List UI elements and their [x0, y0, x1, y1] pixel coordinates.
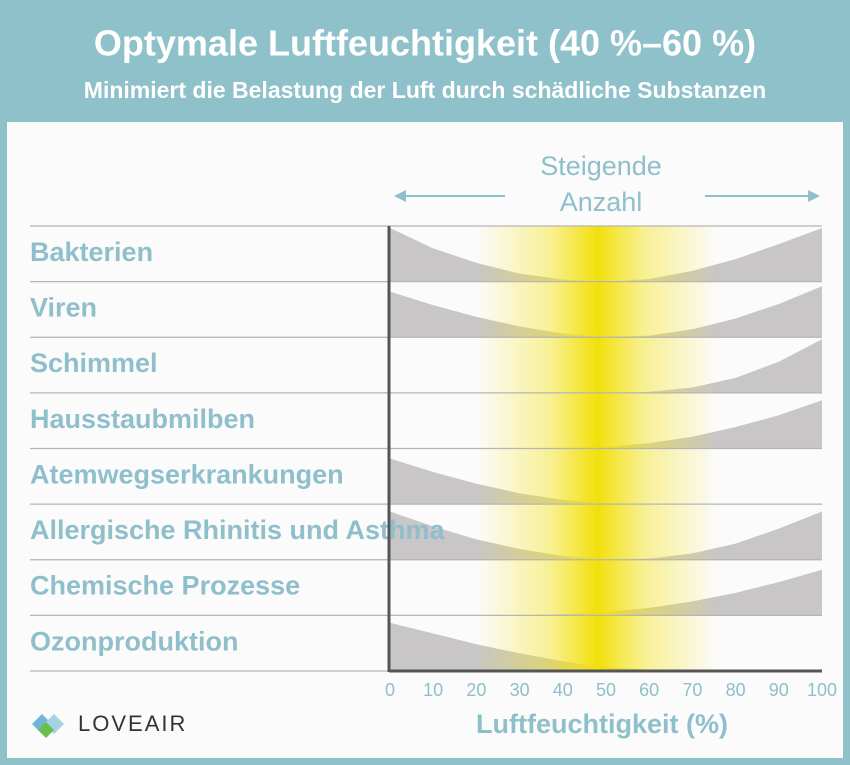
x-tick-label: 80 [726, 680, 746, 700]
annotation: Steigende [540, 151, 662, 181]
x-tick-label: 0 [385, 680, 395, 700]
x-tick-label: 100 [807, 680, 837, 700]
brand: LOVEAIR [78, 711, 187, 736]
annotation: Anzahl [560, 187, 643, 217]
row-label: Allergische Rhinitis und Asthma [30, 515, 446, 545]
x-tick-label: 30 [510, 680, 530, 700]
title: Optymale Luftfeuchtigkeit (40 %–60 %) [94, 23, 756, 64]
arrows [394, 190, 820, 202]
row-label: Chemische Prozesse [30, 571, 300, 601]
subtitle: Minimiert die Belastung der Luft durch s… [84, 77, 766, 103]
x-tick-label: 20 [466, 680, 486, 700]
x-tick-label: 90 [769, 680, 789, 700]
row-label: Bakterien [30, 237, 153, 267]
x-tick-label: 10 [423, 680, 443, 700]
area [390, 339, 822, 393]
x-tick-label: 70 [682, 680, 702, 700]
row-label: Atemwegserkrankungen [30, 459, 344, 489]
row-label: Viren [30, 293, 97, 323]
x-axis-label: Luftfeuchtigkeit (%) [476, 709, 728, 739]
row-label: Ozonproduktion [30, 626, 238, 656]
x-tick-label: 40 [553, 680, 573, 700]
logo [32, 714, 64, 738]
x-tick-label: 60 [639, 680, 659, 700]
plot: Bakterien Viren Schimmel Hausstaubmilben Ate… [30, 225, 837, 739]
row-label: Hausstaubmilben [30, 404, 255, 434]
x-tick-label: 50 [596, 680, 616, 700]
row-label: Schimmel [30, 348, 158, 378]
